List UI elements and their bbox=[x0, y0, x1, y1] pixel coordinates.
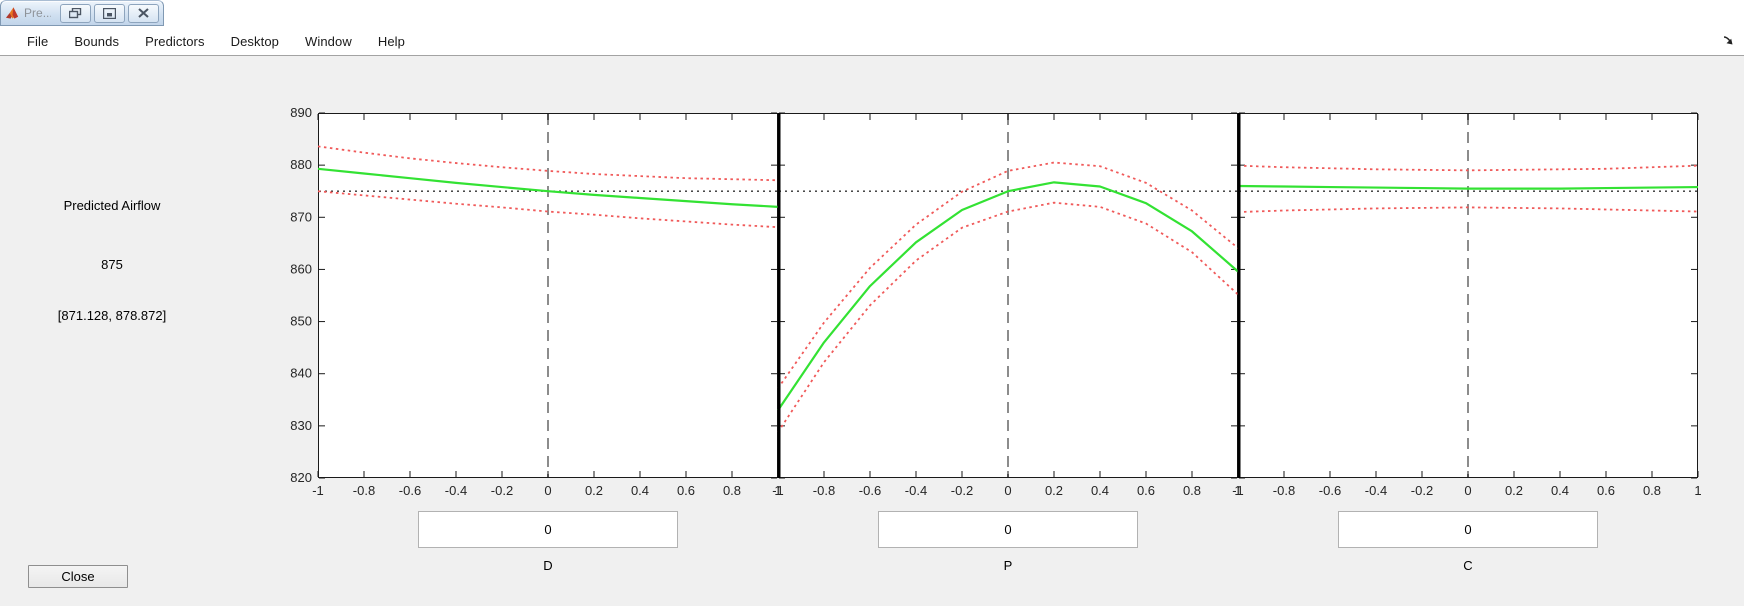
menu-bar: File Bounds Predictors Desktop Window He… bbox=[0, 27, 1744, 55]
svg-text:-0.6: -0.6 bbox=[1319, 483, 1341, 498]
svg-text:-1: -1 bbox=[1232, 483, 1244, 498]
plot-panel-p[interactable]: -1 -0.8 -0.6 -0.4 -0.2 0 0.2 0.4 0.6 0.8 1 bbox=[772, 112, 1242, 498]
svg-text:890: 890 bbox=[290, 105, 312, 120]
predicted-value: 875 bbox=[101, 257, 123, 272]
confidence-interval: [871.128, 878.872] bbox=[57, 308, 167, 323]
menu-item-window[interactable]: Window bbox=[304, 33, 352, 49]
svg-text:1: 1 bbox=[774, 483, 781, 498]
menu-item-predictors[interactable]: Predictors bbox=[145, 33, 205, 49]
plot-panel-d[interactable]: -1 -0.8 -0.6 -0.4 -0.2 0 0.2 0.4 0.6 0.8 1 820 830 84… bbox=[290, 105, 781, 498]
svg-text:0.4: 0.4 bbox=[1551, 483, 1569, 498]
svg-text:0.6: 0.6 bbox=[1137, 483, 1155, 498]
svg-text:0.8: 0.8 bbox=[1183, 483, 1201, 498]
svg-text:-0.4: -0.4 bbox=[905, 483, 927, 498]
svg-text:0.8: 0.8 bbox=[1643, 483, 1661, 498]
svg-text:0.6: 0.6 bbox=[1597, 483, 1615, 498]
dock-window-button[interactable] bbox=[94, 3, 125, 23]
svg-text:0.2: 0.2 bbox=[585, 483, 603, 498]
svg-text:-0.6: -0.6 bbox=[399, 483, 421, 498]
window-title: Pre... bbox=[24, 6, 51, 20]
svg-text:0.8: 0.8 bbox=[723, 483, 741, 498]
close-button[interactable]: Close bbox=[28, 565, 128, 588]
predictor-label-p: P bbox=[1003, 558, 1013, 573]
predictor-label-d: D bbox=[543, 558, 553, 573]
menu-item-file[interactable]: File bbox=[27, 33, 49, 49]
svg-text:0.2: 0.2 bbox=[1045, 483, 1063, 498]
svg-text:1: 1 bbox=[1234, 483, 1241, 498]
svg-text:1: 1 bbox=[1694, 483, 1701, 498]
predictor-input-p[interactable] bbox=[878, 511, 1138, 548]
dock-figure-arrow-icon[interactable] bbox=[1720, 33, 1736, 49]
svg-text:-0.8: -0.8 bbox=[353, 483, 375, 498]
svg-text:860: 860 bbox=[290, 261, 312, 276]
svg-text:0.6: 0.6 bbox=[677, 483, 695, 498]
svg-text:0: 0 bbox=[1464, 483, 1471, 498]
predictor-input-d[interactable] bbox=[418, 511, 678, 548]
svg-text:820: 820 bbox=[290, 470, 312, 485]
close-window-button[interactable] bbox=[128, 3, 159, 23]
window-titlebar[interactable]: Pre... bbox=[0, 0, 164, 26]
svg-text:-0.8: -0.8 bbox=[813, 483, 835, 498]
svg-text:-0.2: -0.2 bbox=[951, 483, 973, 498]
menu-item-help[interactable]: Help bbox=[377, 33, 405, 49]
svg-text:-1: -1 bbox=[312, 483, 324, 498]
svg-text:850: 850 bbox=[290, 314, 312, 329]
svg-text:-0.8: -0.8 bbox=[1273, 483, 1295, 498]
svg-text:880: 880 bbox=[290, 157, 312, 172]
dock-icon bbox=[103, 7, 116, 19]
svg-text:-0.2: -0.2 bbox=[491, 483, 513, 498]
svg-text:0.4: 0.4 bbox=[631, 483, 649, 498]
svg-text:-0.4: -0.4 bbox=[1365, 483, 1387, 498]
svg-text:0.4: 0.4 bbox=[1091, 483, 1109, 498]
cascade-window-button[interactable] bbox=[60, 3, 91, 23]
svg-text:830: 830 bbox=[290, 418, 312, 433]
svg-text:-0.6: -0.6 bbox=[859, 483, 881, 498]
menu-item-bounds[interactable]: Bounds bbox=[74, 33, 120, 49]
predictor-label-c: C bbox=[1463, 558, 1473, 573]
menu-item-desktop[interactable]: Desktop bbox=[230, 33, 279, 49]
response-label: Predicted Airflow bbox=[63, 198, 161, 213]
svg-text:870: 870 bbox=[290, 209, 312, 224]
svg-text:840: 840 bbox=[290, 366, 312, 381]
svg-text:-0.2: -0.2 bbox=[1411, 483, 1433, 498]
predictor-input-c[interactable] bbox=[1338, 511, 1598, 548]
matlab-icon bbox=[5, 6, 19, 19]
cascade-icon bbox=[69, 7, 82, 18]
svg-text:0.2: 0.2 bbox=[1505, 483, 1523, 498]
svg-text:-0.4: -0.4 bbox=[445, 483, 467, 498]
plot-panel-c[interactable]: -1 -0.8 -0.6 -0.4 -0.2 0 0.2 0.4 0.6 0.8 1 bbox=[1232, 112, 1702, 498]
svg-text:0: 0 bbox=[1004, 483, 1011, 498]
svg-text:-1: -1 bbox=[772, 483, 784, 498]
svg-text:0: 0 bbox=[544, 483, 551, 498]
close-icon bbox=[138, 8, 149, 18]
